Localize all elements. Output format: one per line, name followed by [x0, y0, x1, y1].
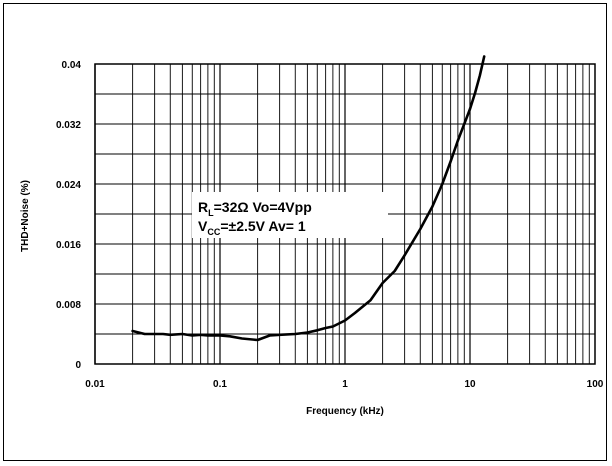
annotation-line-2: VCC=±2.5V Av= 1: [198, 218, 306, 237]
annotation-background: [192, 192, 388, 238]
y-tick-label: 0.04: [62, 60, 82, 71]
y-tick-label: 0.024: [56, 180, 81, 191]
x-tick-label: 100: [587, 379, 604, 390]
y-tick-label: 0.008: [56, 300, 81, 311]
annotation-line-1: RL=32Ω Vo=4Vpp: [198, 199, 312, 218]
y-axis-title: THD+Noise (%): [20, 180, 31, 252]
x-tick-label: 10: [464, 379, 476, 390]
plot-area-border: [94, 63, 596, 365]
x-tick-label: 0.01: [85, 379, 105, 390]
y-tick-label: 0: [75, 360, 81, 371]
y-tick-label: 0.016: [56, 240, 81, 251]
x-tick-label: 0.1: [213, 379, 227, 390]
x-tick-label: 1: [342, 379, 348, 390]
chart-frame: [3, 3, 607, 461]
tick-labels: 0.01 0.1 1 10 100 0 0.008 0.016 0.024 0.032 0.04: [56, 60, 604, 390]
thd-noise-curve: [131, 55, 486, 342]
y-tick-label: 0.032: [56, 120, 81, 131]
x-axis-title: Frequency (kHz): [306, 406, 384, 417]
